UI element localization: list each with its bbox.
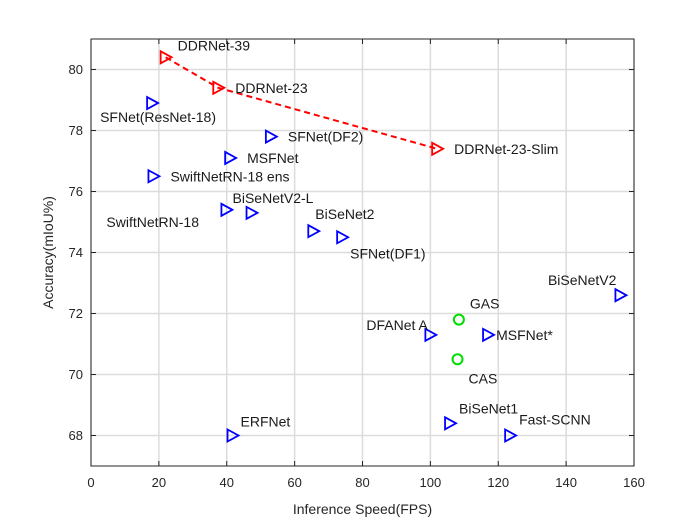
y-tick-label: 74 bbox=[69, 245, 83, 260]
marker-bisenet1 bbox=[444, 415, 458, 431]
marker-ddrnet-23-slim bbox=[431, 141, 446, 157]
label-bisenet2: BiSeNet2 bbox=[315, 206, 374, 222]
x-tick-label: 40 bbox=[220, 475, 234, 490]
marker-gas bbox=[452, 313, 465, 326]
marker-ddrnet-39 bbox=[159, 49, 174, 65]
label-dfanet-a: DFANet A bbox=[366, 317, 428, 333]
label-bisenetv2: BiSeNetV2 bbox=[548, 272, 617, 288]
label-ddrnet-23: DDRNet-23 bbox=[235, 80, 308, 96]
label-sfnet-df1: SFNet(DF1) bbox=[350, 245, 425, 261]
data-labels: DDRNet-39 DDRNet-23 DDRNet-23-Slim SFNet(Re… bbox=[100, 37, 617, 429]
y-axis-title: Accuracy(mIoU%) bbox=[40, 196, 56, 309]
y-tick-label: 70 bbox=[69, 367, 83, 382]
marker-msfnet bbox=[482, 327, 496, 343]
label-swiftnetrn-18-ens: SwiftNetRN-18 ens bbox=[170, 168, 289, 184]
y-tick-label: 80 bbox=[69, 62, 83, 77]
label-msfnet: MSFNet* bbox=[496, 327, 553, 343]
label-ddrnet-39: DDRNet-39 bbox=[178, 37, 251, 53]
x-tick-label: 60 bbox=[287, 475, 301, 490]
marker-sfnet-resnet-18 bbox=[146, 95, 160, 111]
axis-ticks: 0 20 40 60 80 100 120 140 160 68 70 72 74 76 78 80 bbox=[69, 39, 645, 490]
data-markers bbox=[146, 49, 629, 444]
x-axis-title: Inference Speed(FPS) bbox=[293, 501, 432, 517]
label-ddrnet-23-slim: DDRNet-23-Slim bbox=[454, 141, 558, 157]
y-tick-label: 78 bbox=[69, 123, 83, 138]
y-tick-label: 72 bbox=[69, 306, 83, 321]
marker-fast-scnn bbox=[504, 427, 519, 444]
marker-erfnet bbox=[226, 427, 241, 444]
marker-cas bbox=[451, 353, 464, 366]
x-tick-label: 160 bbox=[623, 475, 645, 490]
dashed-trend-line bbox=[165, 56, 438, 150]
marker-sfnet-df2 bbox=[264, 129, 279, 145]
label-sfnet-df2: SFNet(DF2) bbox=[288, 129, 363, 145]
marker-bisenetv2 bbox=[614, 287, 629, 303]
marker-msfnet bbox=[224, 150, 239, 166]
x-tick-label: 0 bbox=[87, 475, 94, 490]
marker-sfnet-df1 bbox=[336, 229, 351, 245]
x-tick-label: 100 bbox=[420, 475, 442, 490]
label-msfnet: MSFNet bbox=[247, 150, 298, 166]
marker-swiftnetrn-18 bbox=[220, 202, 235, 218]
marker-bisenet2 bbox=[307, 223, 322, 239]
x-tick-label: 80 bbox=[355, 475, 369, 490]
label-gas: GAS bbox=[470, 296, 500, 312]
label-swiftnetrn-18: SwiftNetRN-18 bbox=[106, 214, 199, 230]
label-bisenet1: BiSeNet1 bbox=[459, 400, 518, 416]
x-tick-label: 20 bbox=[152, 475, 166, 490]
x-tick-label: 120 bbox=[487, 475, 509, 490]
trend-lines bbox=[165, 56, 438, 150]
label-bisenetv2-l: BiSeNetV2-L bbox=[233, 190, 314, 206]
marker-ddrnet-23 bbox=[212, 80, 227, 96]
marker-swiftnetrn-18-ens bbox=[147, 168, 162, 184]
marker-dfanet-a bbox=[424, 327, 439, 343]
y-tick-label: 68 bbox=[69, 428, 83, 443]
label-erfnet: ERFNet bbox=[241, 414, 291, 430]
y-tick-label: 76 bbox=[69, 184, 83, 199]
label-sfnet-resnet-18: SFNet(ResNet-18) bbox=[100, 109, 216, 125]
x-tick-label: 140 bbox=[555, 475, 577, 490]
marker-bisenetv2-l bbox=[245, 205, 260, 221]
label-cas: CAS bbox=[469, 370, 498, 386]
label-fast-scnn: Fast-SCNN bbox=[519, 412, 591, 428]
